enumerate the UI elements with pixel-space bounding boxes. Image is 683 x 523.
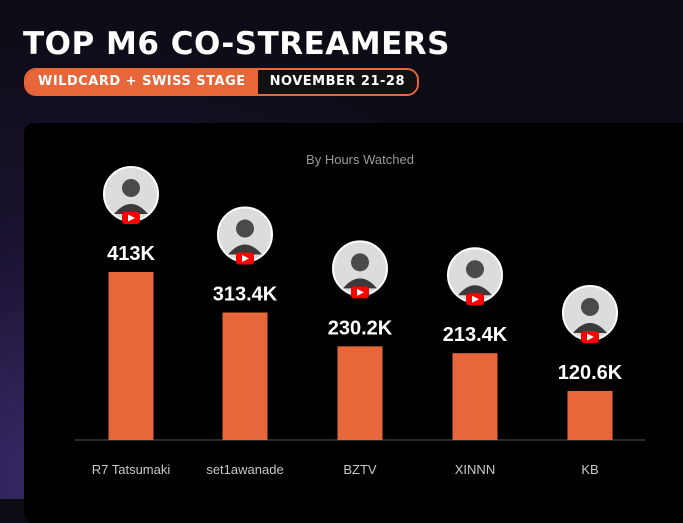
value-label-1: 313.4K — [213, 284, 278, 306]
youtube-play-icon-1 — [242, 255, 249, 263]
avatar-head-icon-0 — [122, 179, 140, 197]
category-label-1: set1awanade — [206, 462, 283, 477]
avatar-body-icon-4 — [573, 322, 607, 333]
bar-3 — [452, 353, 498, 440]
avatar-head-icon-4 — [581, 297, 599, 316]
value-label-3: 213.4K — [443, 324, 508, 346]
bar-2 — [337, 346, 383, 440]
category-label-0: R7 Tatsumaki — [92, 462, 171, 477]
value-label-0: 413K — [107, 243, 155, 265]
avatar-head-icon-3 — [466, 260, 484, 279]
stage-label: WILDCARD + SWISS STAGE — [26, 70, 258, 94]
youtube-play-icon-3 — [472, 295, 479, 303]
category-label-3: XINNN — [455, 462, 495, 477]
youtube-play-icon-2 — [357, 288, 364, 296]
youtube-play-icon-4 — [587, 333, 594, 341]
youtube-play-icon-0 — [128, 214, 135, 222]
avatar-body-icon-3 — [458, 285, 492, 296]
value-label-4: 120.6K — [558, 362, 623, 384]
category-label-4: KB — [581, 462, 598, 477]
bar-chart: By Hours Watched 413K R7 Tatsumaki 313.4K s… — [75, 152, 645, 477]
stage-badge: WILDCARD + SWISS STAGE NOVEMBER 21-28 — [24, 68, 420, 96]
avatar-body-icon-2 — [343, 278, 377, 289]
category-label-2: BZTV — [343, 462, 377, 477]
value-label-2: 230.2K — [328, 317, 393, 339]
date-range-label: NOVEMBER 21-28 — [257, 70, 418, 94]
avatar-body-icon-0 — [114, 204, 148, 214]
chart-title: By Hours Watched — [306, 152, 414, 167]
bar-4 — [567, 390, 613, 440]
page-title: TOP M6 CO-STREAMERS — [23, 26, 451, 62]
bar-0 — [108, 272, 154, 440]
avatar-head-icon-2 — [351, 253, 369, 272]
avatar-body-icon-1 — [228, 244, 262, 255]
avatar-head-icon-1 — [236, 219, 254, 238]
bar-1 — [222, 312, 268, 440]
